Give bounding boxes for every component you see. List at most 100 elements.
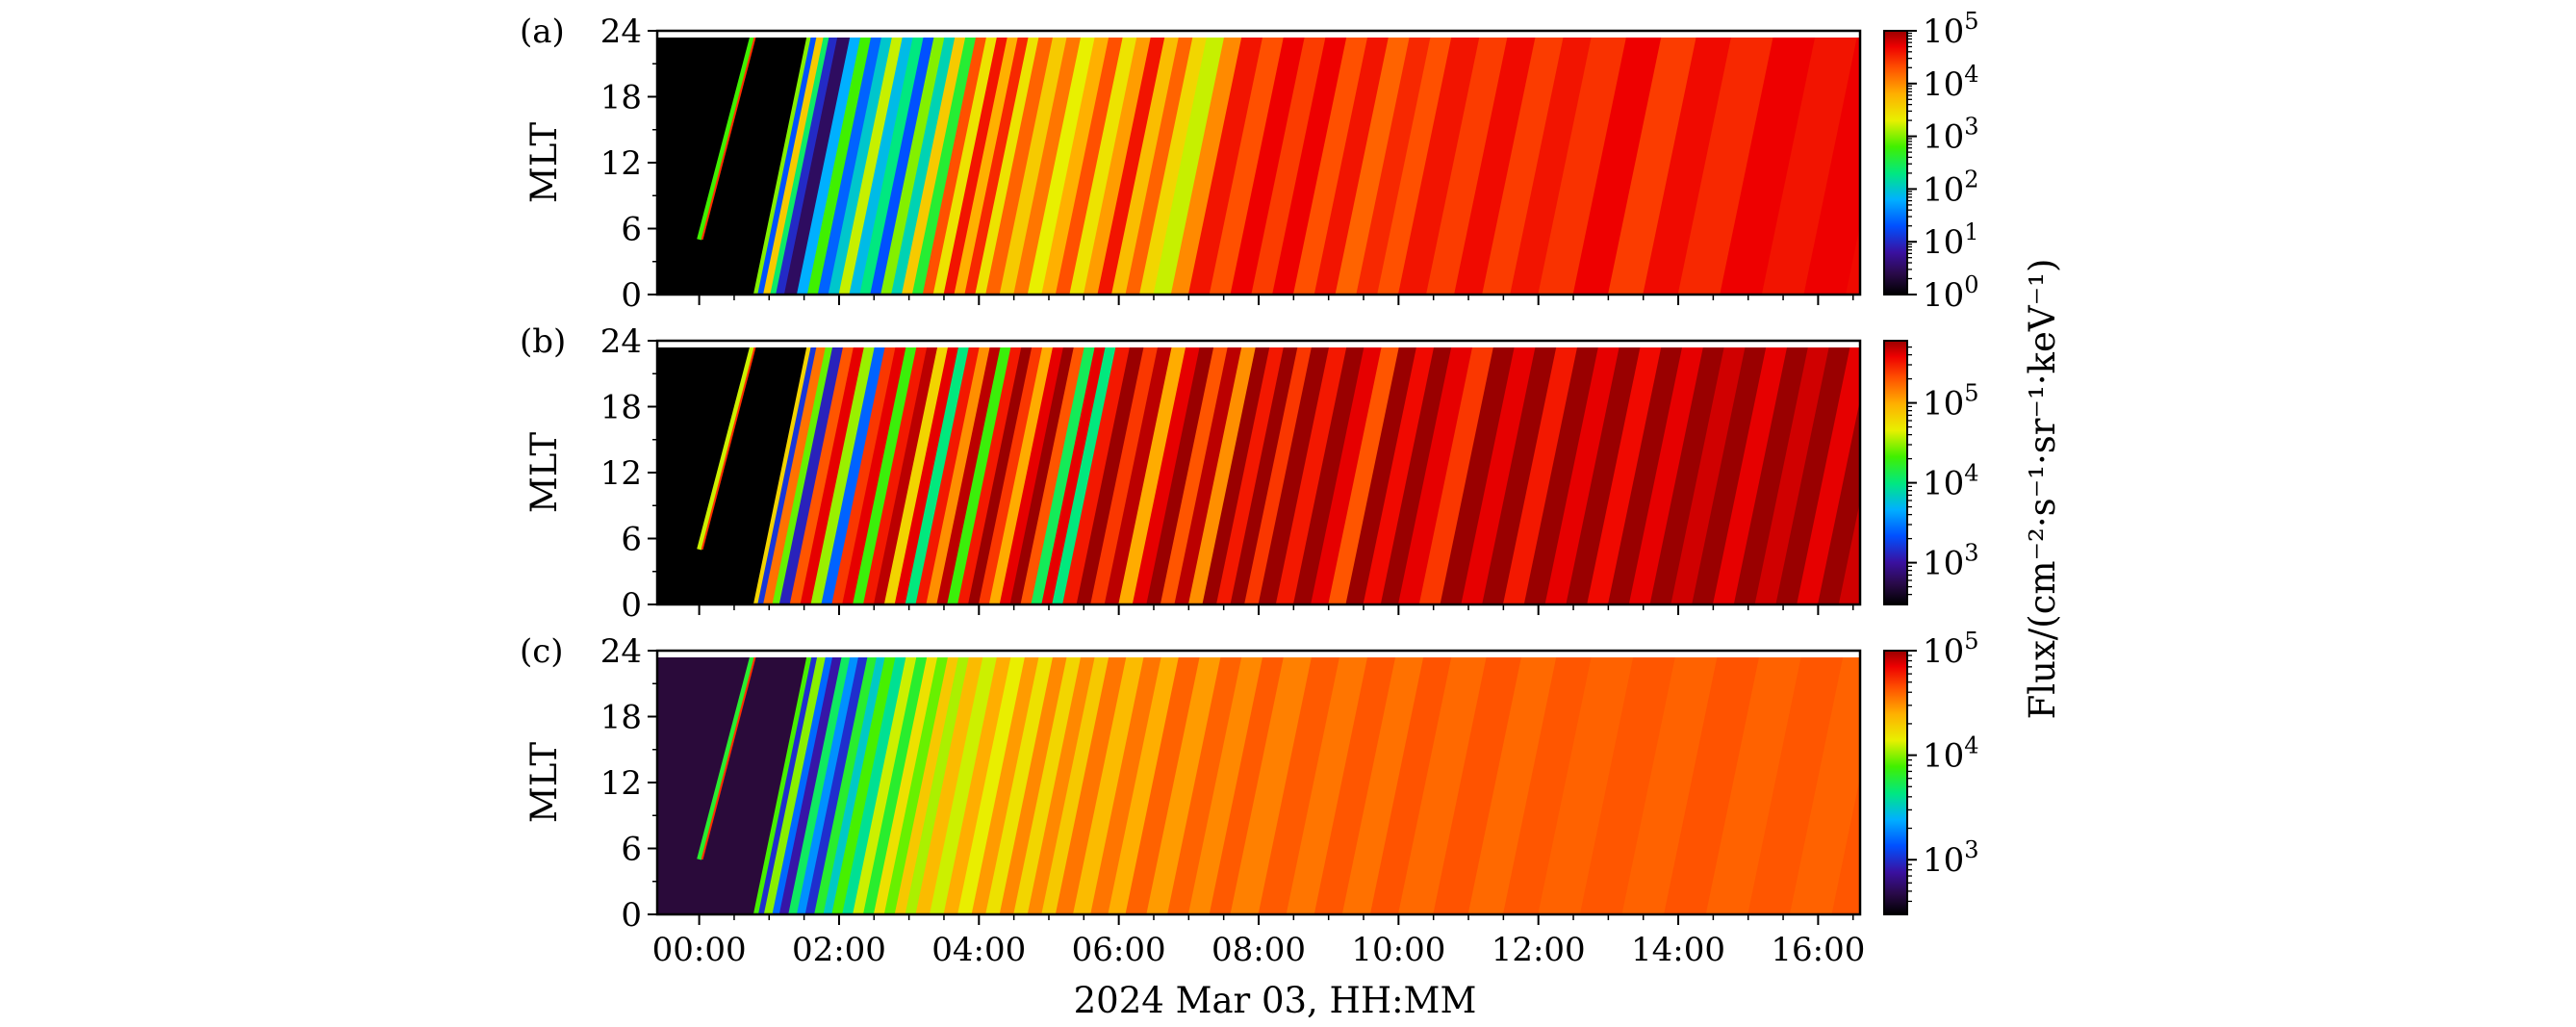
flux-stripe: [1380, 341, 1454, 604]
flux-stripe: [1328, 341, 1401, 604]
injection-front-edge: [701, 31, 758, 241]
y-tick-label: 6: [621, 211, 642, 249]
flux-stripe: [1461, 341, 1538, 604]
flux-stripe: [1258, 651, 1342, 914]
flux-stripe: [1454, 31, 1538, 295]
flux-stripe: [821, 341, 887, 604]
flux-stripe: [831, 651, 898, 914]
flux-stripe: [1775, 341, 1852, 604]
flux-stripe: [1230, 341, 1300, 604]
y-tick-label: 12: [600, 144, 642, 183]
flux-stripe: [763, 651, 829, 914]
flux-stripe: [894, 341, 961, 604]
flux-stripe: [957, 341, 1024, 604]
y-tick-label: 12: [600, 764, 642, 803]
flux-stripe: [842, 341, 908, 604]
colorbar-ramp: [1883, 340, 1908, 605]
flux-stripe: [1482, 31, 1566, 295]
flux-stripe: [1502, 651, 1594, 914]
flux-stripe: [1286, 651, 1370, 914]
flux-stripe: [1153, 31, 1227, 295]
flux-stripe: [1187, 341, 1258, 604]
flux-stripe: [1817, 399, 1860, 604]
flux-stripe: [883, 341, 951, 604]
flux-stripe: [789, 341, 856, 604]
y-tick-label: 18: [600, 79, 642, 117]
flux-stripe: [1187, 31, 1265, 295]
flux-stripe: [985, 31, 1056, 295]
flux-stripe: [999, 31, 1069, 295]
colorbar-ramp: [1883, 650, 1908, 915]
flux-stripe: [1621, 651, 1720, 914]
flux-stripe: [1041, 341, 1108, 604]
panel-label: (b): [520, 322, 566, 361]
x-tick-label: 04:00: [931, 931, 1026, 969]
flux-stripe: [1440, 341, 1517, 604]
colorbar-ramp: [1883, 30, 1908, 295]
y-tick-label: 0: [621, 586, 642, 625]
y-tick-label: 24: [600, 632, 642, 671]
flux-stripe: [1712, 341, 1790, 604]
flux-stripe: [1797, 341, 1860, 604]
colorbar-tick-label: 101: [1923, 218, 1979, 262]
flux-stripe: [849, 31, 915, 295]
flux-stripe: [1607, 31, 1698, 295]
colorbar-tick-label: 105: [1923, 8, 1979, 51]
flux-stripe: [853, 341, 919, 604]
flux-stripe: [1467, 651, 1559, 914]
flux-stripe: [1754, 341, 1831, 604]
flux-stripe: [1292, 341, 1366, 604]
flux-stripe: [796, 651, 861, 914]
flux-stripe: [1118, 341, 1188, 604]
colorbar: 103 104 105: [1883, 628, 1979, 915]
flux-stripe: [1789, 651, 1860, 914]
flux-stripe: [1031, 341, 1097, 604]
flux-stripe: [999, 341, 1066, 604]
flux-stripe: [1275, 341, 1349, 604]
injection-front-edge: [701, 341, 758, 551]
y-axis-label: MLT: [523, 122, 565, 203]
colorbar-tick-label: 105: [1923, 628, 1979, 671]
flux-stripe: [1831, 777, 1860, 914]
x-tick-label: 02:00: [792, 931, 886, 969]
colorbar-tick-label: 103: [1923, 540, 1979, 583]
flux-stripe: [947, 341, 1013, 604]
flux-stripe: [1027, 31, 1097, 295]
flux-stripe: [1108, 651, 1182, 914]
flux-stripe: [1052, 341, 1118, 604]
flux-stripe: [1090, 651, 1163, 914]
flux-stripe: [1209, 651, 1287, 914]
flux-stripe: [1209, 31, 1287, 295]
flux-stripe: [978, 341, 1045, 604]
flux-stripe: [922, 31, 989, 295]
flux-stripe: [1643, 31, 1734, 295]
flux-stripe: [828, 31, 895, 295]
flux-stripe: [862, 651, 930, 914]
flux-stripe: [1747, 651, 1846, 914]
flux-stripe: [752, 651, 814, 914]
flux-stripe: [776, 31, 840, 295]
flux-stripe: [1363, 341, 1437, 604]
y-tick-label: 18: [600, 389, 642, 427]
heatmap: [657, 341, 1860, 604]
flux-stripe: [1587, 341, 1664, 604]
flux-stripe: [1146, 341, 1216, 604]
colorbar-label: Flux/(cm⁻²·s⁻¹·sr⁻¹·keV⁻¹): [2022, 259, 2063, 720]
flux-stripe: [796, 31, 863, 295]
flux-stripe: [915, 651, 985, 914]
flux-stripe: [772, 341, 835, 604]
flux-stripe: [1846, 224, 1860, 295]
colorbar-tick-label: 104: [1923, 460, 1979, 503]
flux-stripe: [778, 341, 846, 604]
flux-stripe: [1125, 31, 1195, 295]
y-tick-label: 18: [600, 699, 642, 737]
flux-stripe: [1055, 651, 1129, 914]
flux-stripe: [1292, 31, 1370, 295]
flux-stripe: [943, 31, 1009, 295]
flux-stripe: [804, 651, 870, 914]
flux-stripe: [1607, 341, 1685, 604]
flux-stripe: [1187, 651, 1265, 914]
flux-stripe: [954, 31, 1020, 295]
flux-stripe: [1055, 31, 1125, 295]
flux-stripe: [1097, 31, 1167, 295]
